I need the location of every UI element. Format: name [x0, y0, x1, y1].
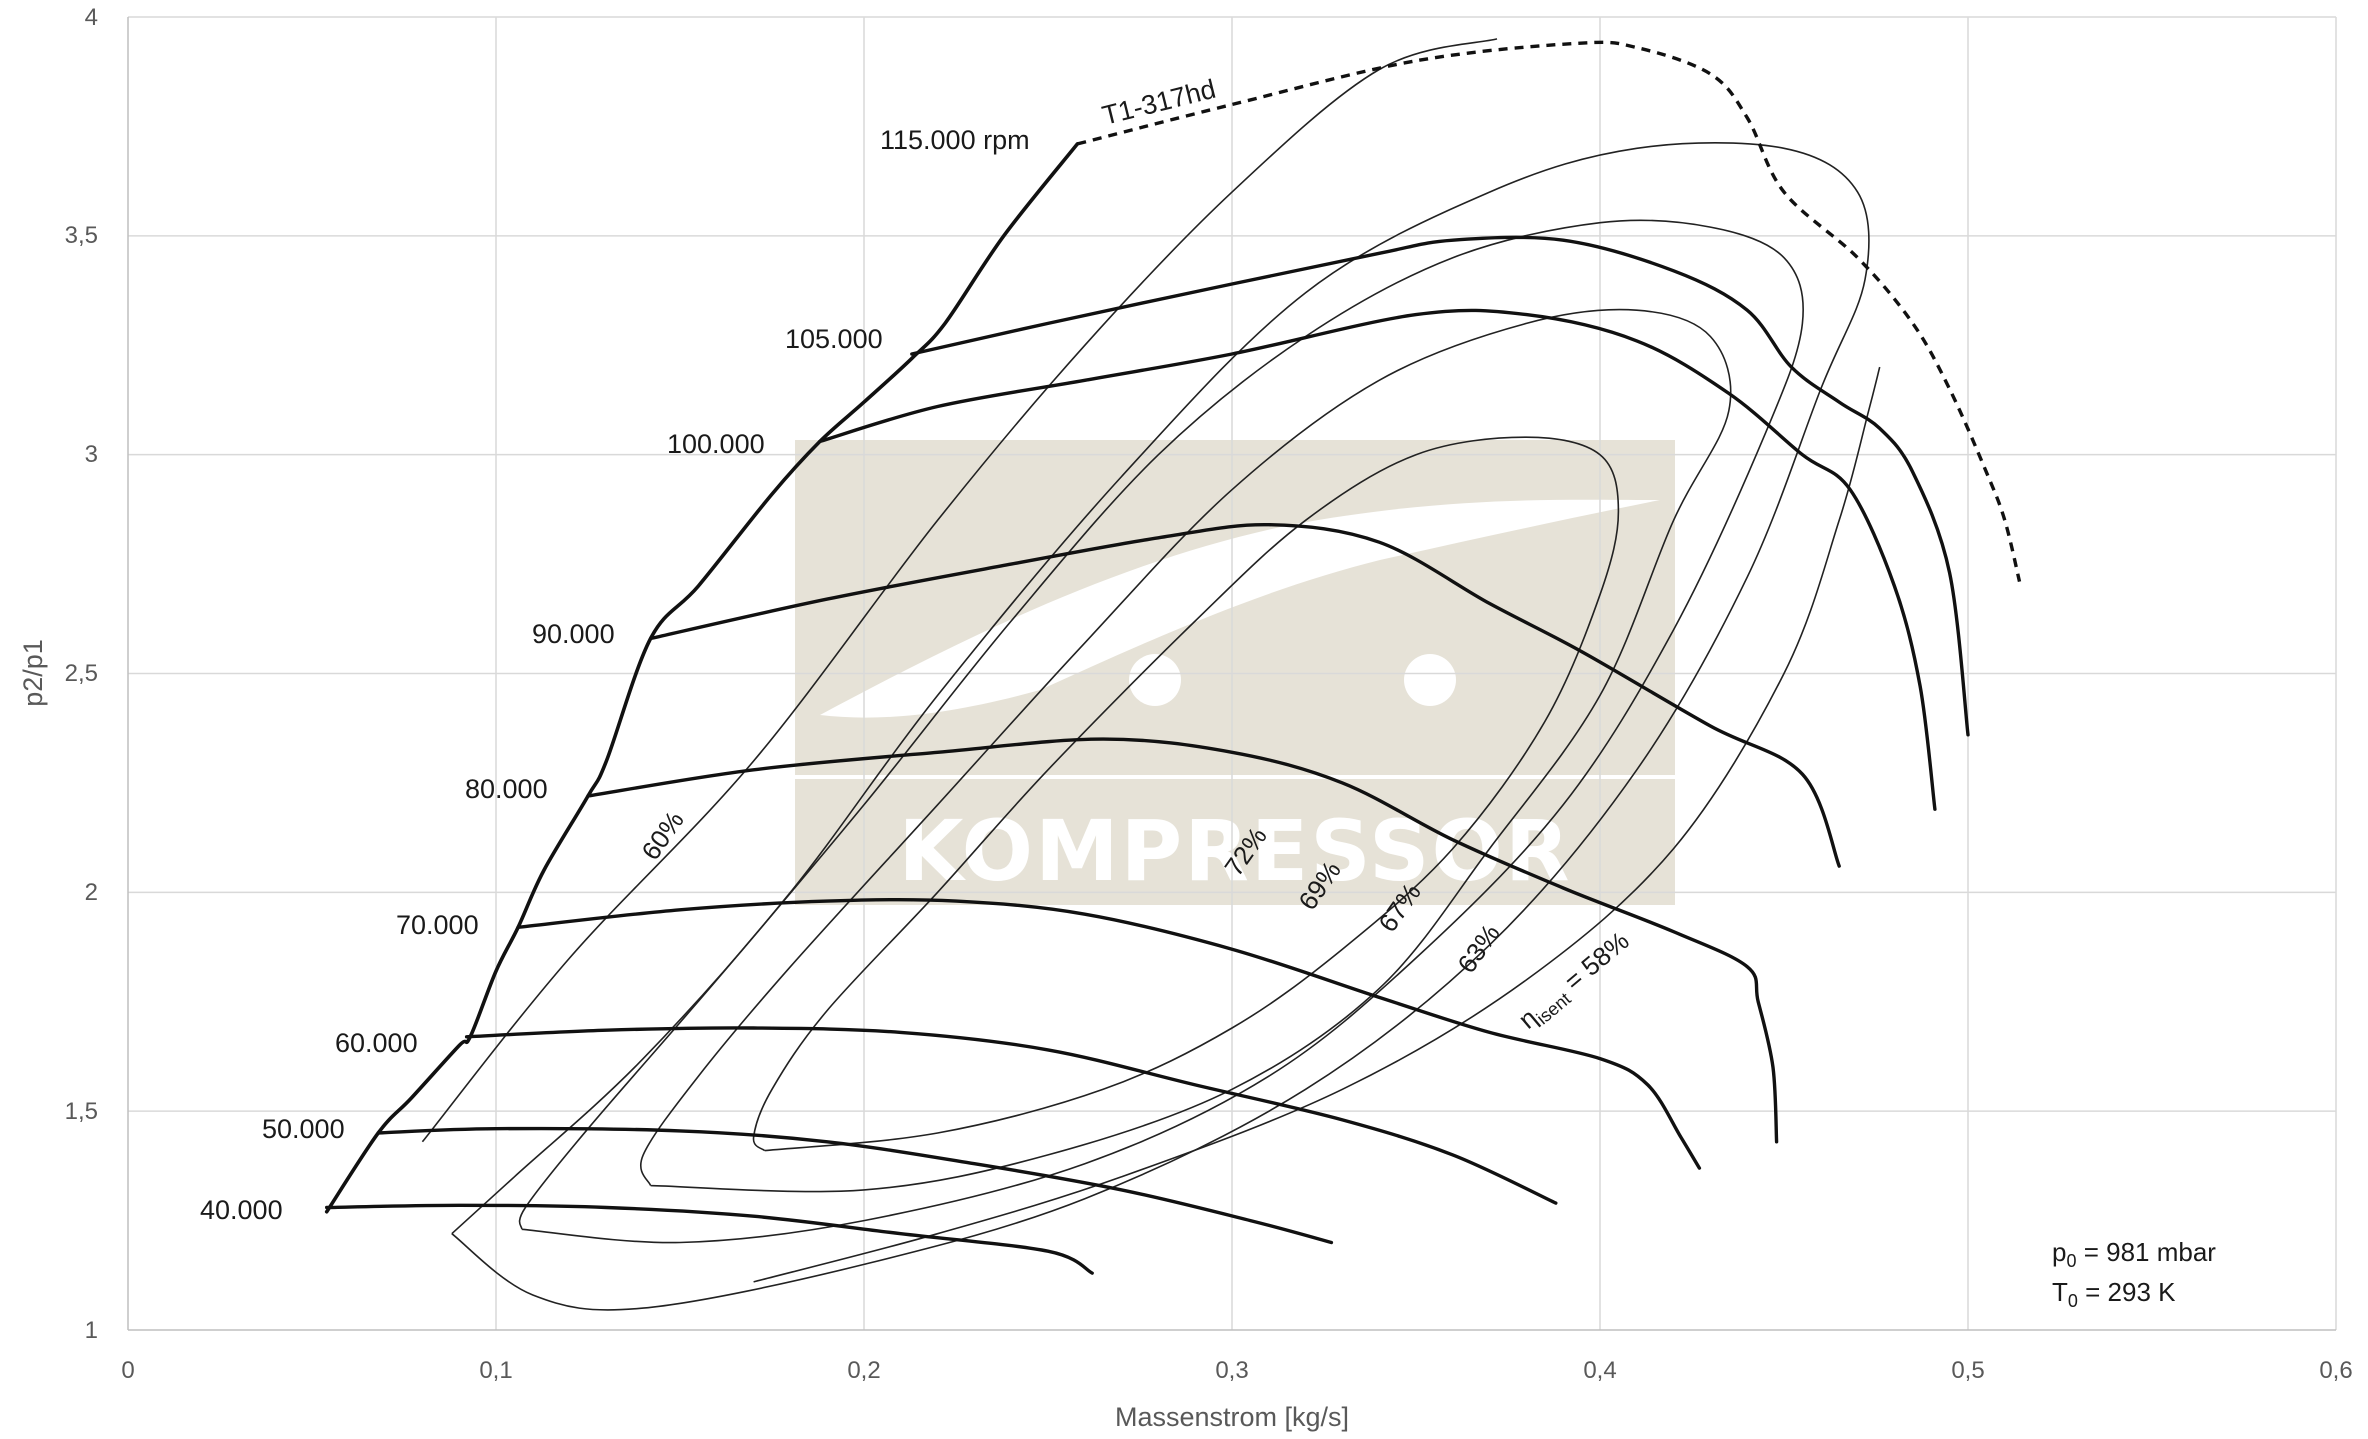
x-tick-4: 0,4	[1583, 1357, 1616, 1384]
p-symbol: p	[2052, 1237, 2066, 1267]
efficiency-curve-6	[753, 366, 1881, 1283]
speed-line-40000	[325, 1203, 1094, 1275]
eta-value: = 58%	[1553, 925, 1635, 1000]
choke-line	[1076, 40, 2022, 582]
speed-label-60000: 60.000	[335, 1028, 418, 1058]
x-tick-5: 0,5	[1951, 1357, 1984, 1384]
speed-labels: 40.000 50.000 60.000 70.000 80.000 90.00…	[200, 74, 1219, 1225]
efficiency-curve-4	[451, 142, 1870, 1311]
speed-label-40000: 40.000	[200, 1195, 283, 1225]
pressure-condition: p0 = 981 mbar	[2052, 1237, 2216, 1271]
x-tick-3: 0,3	[1215, 1357, 1248, 1384]
efficiency-label-63: 63%	[1451, 919, 1505, 979]
efficiency-curve-1	[752, 436, 1620, 1152]
x-axis-title: Massenstrom [kg/s]	[1115, 1402, 1349, 1432]
efficiency-islands	[421, 38, 1881, 1311]
watermark-text: KOMPRESSOR	[898, 802, 1571, 900]
efficiency-curve-5	[421, 38, 1498, 1143]
x-tick-6: 0,6	[2319, 1357, 2352, 1384]
speed-lines	[324, 40, 2022, 1275]
y-tick-2: 2	[85, 879, 98, 906]
y-axis-title: p2/p1	[18, 639, 48, 707]
speed-line-80000	[586, 737, 1779, 1144]
watermark-logo	[820, 499, 1660, 718]
speed-line-105000	[910, 235, 1970, 737]
speed-line-100000	[818, 308, 1937, 811]
watermark: KOMPRESSOR	[795, 440, 1675, 905]
grid	[127, 16, 2337, 1331]
speed-line-90000	[648, 522, 1841, 868]
speed-label-50000: 50.000	[262, 1114, 345, 1144]
y-tick-5: 3,5	[65, 222, 98, 249]
x-tick-2: 0,2	[847, 1357, 880, 1384]
speed-label-115000: 115.000 rpm	[880, 125, 1030, 155]
speed-line-70000	[516, 898, 1702, 1170]
speed-label-90000: 90.000	[532, 619, 615, 649]
p-value: = 981 mbar	[2076, 1237, 2216, 1267]
temperature-condition: T0 = 293 K	[2052, 1277, 2176, 1311]
y-tick-4: 3	[85, 441, 98, 468]
x-tick-0: 0	[121, 1357, 134, 1384]
t-value: = 293 K	[2078, 1277, 2176, 1307]
speed-label-80000: 80.000	[465, 774, 548, 804]
efficiency-curve-3	[518, 219, 1804, 1244]
speed-label-70000: 70.000	[396, 910, 479, 940]
speed-line-50000	[376, 1126, 1334, 1245]
y-tick-1: 1,5	[65, 1098, 98, 1125]
y-tick-0: 1	[85, 1317, 98, 1344]
speed-line-60000	[464, 1026, 1558, 1205]
t-symbol: T	[2052, 1277, 2068, 1307]
efficiency-curve-2	[640, 308, 1732, 1193]
speed-label-105000: 105.000	[785, 324, 883, 354]
y-tick-6: 4	[85, 4, 98, 31]
speed-label-100000: 100.000	[667, 429, 765, 459]
p-subscript: 0	[2066, 1251, 2076, 1271]
surge-line	[324, 142, 1080, 1214]
conditions-note: p0 = 981 mbar T0 = 293 K	[2052, 1237, 2216, 1311]
axes: 0 0,1 0,2 0,3 0,4 0,5 0,6 1 1,5 2 2,5 3 …	[18, 4, 2353, 1432]
t-subscript: 0	[2068, 1291, 2078, 1311]
efficiency-label-60: 60%	[635, 806, 689, 866]
x-tick-1: 0,1	[479, 1357, 512, 1384]
y-tick-3: 2,5	[65, 660, 98, 687]
